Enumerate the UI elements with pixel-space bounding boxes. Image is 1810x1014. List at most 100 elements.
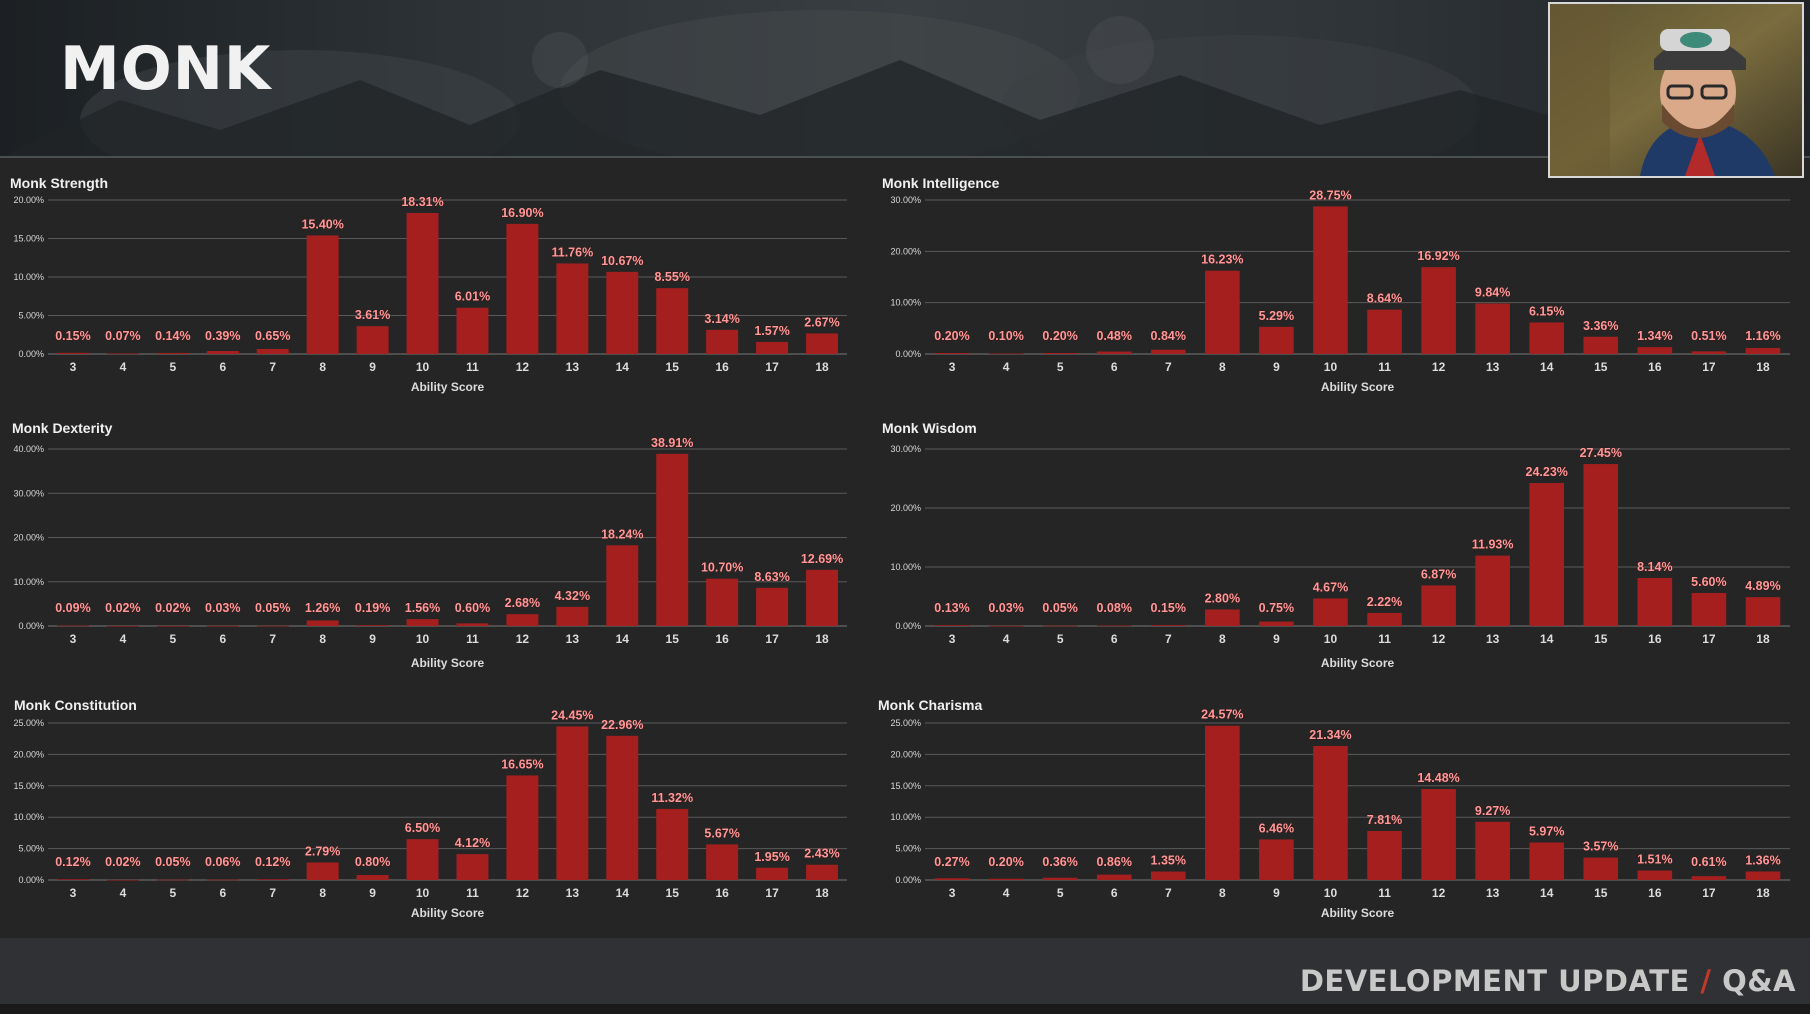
x-tick-label: 18 [815,632,829,646]
bar [988,353,1024,355]
bar [1529,322,1565,354]
data-label: 1.26% [305,601,340,615]
bar [1313,598,1348,626]
x-tick-label: 8 [1219,886,1226,900]
data-label: 1.16% [1745,329,1780,343]
y-tick-label: 0.00% [18,875,44,885]
bar [156,879,189,881]
data-label: 0.05% [1042,601,1077,615]
x-tick-label: 7 [1165,886,1172,900]
x-axis-label: Ability Score [411,656,485,670]
x-tick-label: 16 [1648,886,1662,900]
webcam-feed [1548,2,1804,178]
y-tick-label: 10.00% [13,577,44,587]
x-tick-label: 4 [1003,632,1010,646]
bar [756,587,789,626]
data-label: 24.23% [1526,465,1568,479]
data-label: 1.36% [1745,853,1780,867]
x-tick-label: 6 [1111,360,1118,374]
data-label: 2.22% [1367,595,1402,609]
y-tick-label: 20.00% [890,246,921,256]
x-tick-label: 17 [1702,360,1716,374]
bar [1421,789,1456,880]
data-label: 6.87% [1421,567,1456,581]
x-axis-label: Ability Score [411,906,485,920]
data-label: 0.86% [1096,855,1131,869]
chart-title: Monk Constitution [14,697,137,713]
bar [656,288,689,354]
x-tick-label: 3 [949,632,956,646]
y-tick-label: 25.00% [13,718,44,728]
y-tick-label: 20.00% [13,749,44,759]
data-label: 0.48% [1096,329,1131,343]
x-tick-label: 3 [949,360,956,374]
x-tick-label: 13 [566,632,580,646]
data-label: 16.90% [501,206,543,220]
x-tick-label: 10 [416,360,430,374]
bar [156,352,189,354]
footer-qa: Q&A [1722,964,1796,998]
data-label: 8.64% [1367,292,1402,306]
data-label: 2.67% [804,315,839,329]
bar [56,879,89,880]
y-tick-label: 15.00% [13,234,44,244]
x-tick-label: 16 [1648,632,1662,646]
x-tick-label: 4 [120,360,127,374]
bar [1205,270,1240,354]
x-tick-label: 10 [1324,632,1338,646]
x-tick-label: 17 [765,886,779,900]
data-label: 3.57% [1583,840,1618,854]
bar [606,545,639,626]
x-tick-label: 16 [715,360,729,374]
x-tick-label: 14 [616,886,630,900]
bar [556,606,589,626]
data-label: 0.84% [1151,329,1186,343]
footer-slash: / [1700,964,1712,998]
x-tick-label: 14 [1540,632,1554,646]
x-tick-label: 6 [1111,632,1118,646]
bar [456,307,489,354]
bar [1745,871,1781,880]
bar [206,350,239,354]
bar [256,625,289,627]
x-tick-label: 17 [765,360,779,374]
bar [1691,592,1727,626]
data-label: 18.24% [601,527,643,541]
x-tick-label: 14 [1540,886,1554,900]
x-tick-label: 8 [319,360,326,374]
banner-artwork [0,10,1810,158]
x-tick-label: 5 [170,632,177,646]
x-tick-label: 8 [319,632,326,646]
y-tick-label: 10.00% [13,812,44,822]
x-tick-label: 15 [666,632,680,646]
bar [1096,874,1132,880]
bar [706,578,739,626]
bar [1367,830,1402,880]
data-label: 16.92% [1417,249,1459,263]
bar [1096,625,1132,627]
page-title: MONK [60,34,272,104]
x-tick-label: 9 [369,632,376,646]
bar [934,625,970,626]
x-tick-label: 13 [566,360,580,374]
x-tick-label: 11 [466,886,479,900]
data-label: 6.50% [405,821,440,835]
bar [256,348,289,354]
bar [1367,309,1402,354]
data-label: 10.70% [701,561,743,575]
bar [1583,464,1619,626]
x-tick-label: 11 [1378,360,1391,374]
x-tick-label: 10 [1324,886,1338,900]
data-label: 16.23% [1201,253,1243,267]
data-label: 0.15% [1151,601,1186,615]
bar [356,625,389,626]
bar [1637,347,1673,354]
data-label: 7.81% [1367,813,1402,827]
data-label: 16.65% [501,757,543,771]
data-label: 22.96% [601,718,643,732]
bar [356,874,389,880]
y-tick-label: 30.00% [890,195,921,205]
bar [1421,267,1456,354]
bar [406,839,439,880]
bar [456,854,489,880]
